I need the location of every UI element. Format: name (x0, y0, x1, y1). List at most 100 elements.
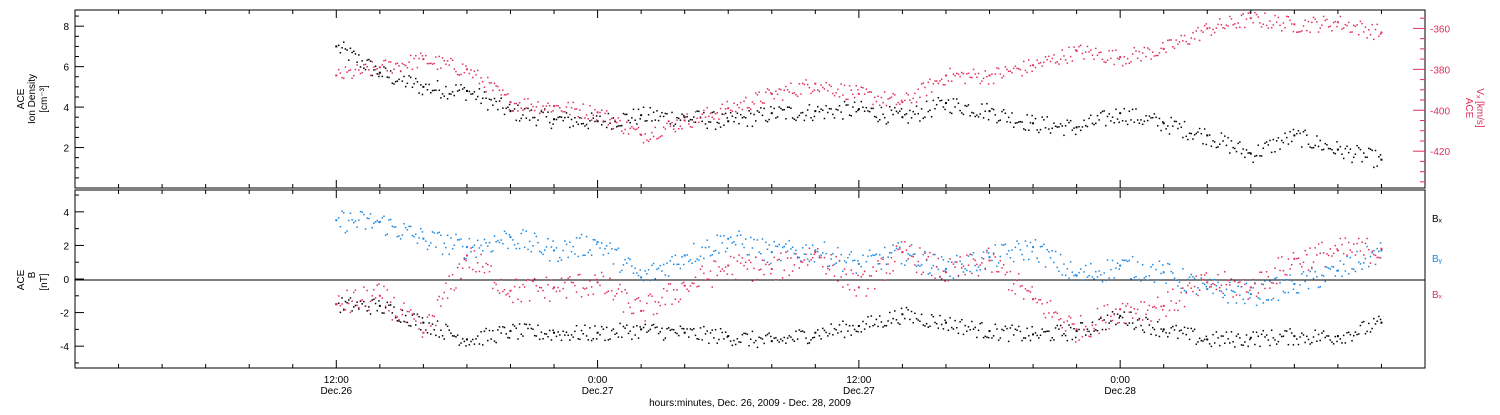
vx-sample (1125, 62, 1127, 65)
bx-sample (483, 330, 486, 333)
bz-sample (1079, 314, 1082, 317)
by-sample (1123, 259, 1126, 262)
by-sample (413, 235, 415, 238)
bx-sample (669, 329, 672, 332)
bx-sample (478, 343, 481, 345)
bz-sample (1212, 282, 1214, 285)
by-sample (450, 237, 452, 239)
vx-sample (1029, 64, 1032, 67)
bx-sample (751, 330, 754, 333)
bx-sample (1317, 333, 1320, 336)
by-sample (602, 254, 605, 256)
bz-sample (1341, 243, 1343, 246)
density-sample (1319, 139, 1321, 142)
vx-sample (1270, 26, 1273, 29)
bz-sample (947, 279, 950, 282)
vx-sample (1235, 27, 1238, 29)
density-sample (393, 83, 395, 85)
by-sample (580, 233, 583, 236)
vx-sample (796, 95, 799, 98)
bx-sample (453, 335, 456, 337)
bx-sample (808, 342, 811, 344)
density-sample (1195, 132, 1198, 135)
by-sample (545, 246, 548, 248)
by-sample (909, 254, 911, 256)
bx-sample (575, 324, 578, 327)
by-sample (976, 269, 978, 272)
bz-sample (632, 312, 635, 315)
bx-sample (875, 318, 878, 321)
density-sample (364, 68, 367, 71)
by-sample (940, 256, 943, 258)
by-sample (1230, 289, 1233, 292)
vx-sample (440, 67, 442, 69)
vx-sample (559, 107, 561, 109)
by-sample (483, 238, 486, 241)
vx-sample (716, 112, 719, 114)
vx-sample (595, 119, 598, 121)
bx-sample (584, 324, 586, 327)
vx-sample (1232, 24, 1234, 26)
bx-sample (542, 337, 544, 340)
bx-sample (922, 324, 925, 326)
vx-sample (1083, 58, 1085, 60)
density-sample (527, 107, 529, 110)
by-sample (1093, 278, 1095, 280)
vx-sample (465, 65, 467, 67)
density-sample (716, 121, 719, 124)
vx-sample (699, 117, 702, 119)
vx-sample (1347, 21, 1350, 24)
bz-sample (935, 266, 938, 268)
bx-sample (813, 336, 816, 339)
by-sample (1346, 255, 1348, 258)
bz-sample (374, 297, 377, 299)
bx-sample (1004, 325, 1007, 328)
by-sample (1058, 270, 1060, 273)
vx-sample (471, 76, 474, 79)
by-point (1380, 249, 1383, 252)
density-sample (607, 112, 610, 115)
bz-sample (905, 249, 908, 251)
vx-sample (1131, 53, 1134, 55)
bz-sample (502, 290, 504, 293)
bz-sample (1170, 300, 1172, 302)
bx-sample (384, 306, 387, 309)
bx-sample (1274, 339, 1276, 341)
by-sample (497, 239, 499, 242)
bx-sample (683, 328, 685, 330)
bx-sample (1358, 333, 1360, 335)
by-sample (813, 261, 816, 263)
density-sample (493, 97, 496, 100)
by-sample (688, 260, 690, 263)
by-sample (887, 256, 889, 258)
bx-sample (873, 323, 876, 326)
density-sample (604, 120, 606, 123)
by-sample (363, 213, 365, 216)
density-sample (783, 108, 785, 111)
density-sample (827, 111, 829, 114)
bz-sample (1203, 274, 1206, 276)
vx-sample (1051, 57, 1053, 60)
vx-sample (386, 70, 389, 72)
density-sample (1265, 141, 1268, 143)
bz-sample (371, 295, 373, 297)
vx-sample (895, 103, 898, 106)
bx-sample (356, 301, 358, 303)
vx-sample (1198, 39, 1201, 42)
by-sample (738, 230, 740, 232)
density-sample (929, 109, 931, 112)
density-sample (391, 82, 394, 84)
bx-sample (1125, 322, 1127, 325)
vx-sample (1369, 34, 1372, 36)
by-sample (781, 246, 784, 249)
bx-sample (1202, 340, 1204, 342)
bx-sample (547, 335, 549, 338)
bx-sample (646, 331, 648, 333)
by-sample (503, 230, 506, 233)
by-sample (1208, 278, 1211, 281)
vx-sample (525, 107, 528, 109)
vx-sample (413, 57, 415, 60)
bx-sample (1188, 338, 1191, 341)
bx-sample (1068, 324, 1070, 326)
density-sample (435, 89, 437, 91)
